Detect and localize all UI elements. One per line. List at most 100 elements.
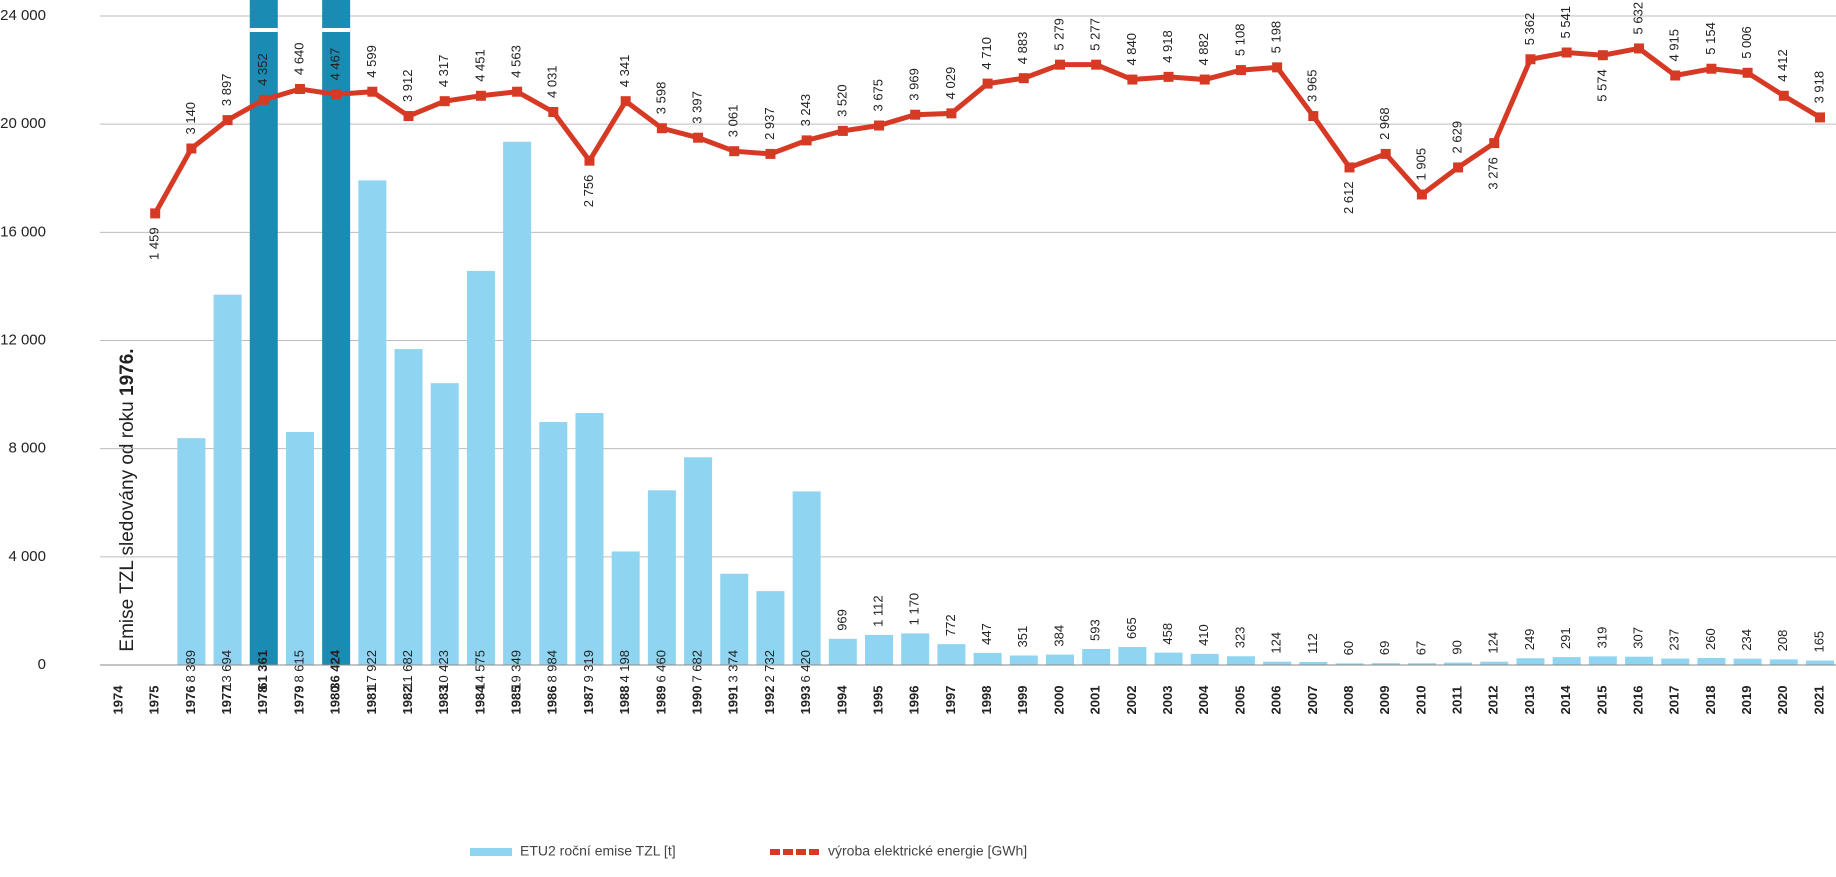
bar bbox=[720, 573, 749, 665]
bar bbox=[1625, 656, 1654, 665]
bar-value-label: 69 bbox=[1377, 641, 1392, 655]
bar-value-label: 4 198 bbox=[617, 650, 632, 683]
bar bbox=[466, 270, 495, 665]
x-tick-label: 1988 bbox=[617, 686, 632, 715]
bar-value-label: 3 374 bbox=[726, 650, 741, 683]
bar-value-label: 8 615 bbox=[291, 650, 306, 683]
x-tick-label: 2009 bbox=[1377, 686, 1392, 715]
x-tick-label: 1998 bbox=[979, 686, 994, 715]
line-marker bbox=[765, 148, 776, 159]
point-label: 3 912 bbox=[400, 70, 415, 103]
bar bbox=[901, 633, 930, 665]
bar-value-label: 237 bbox=[1667, 629, 1682, 651]
line-marker bbox=[1597, 50, 1608, 61]
line-marker bbox=[150, 208, 161, 219]
bar-value-label: 323 bbox=[1232, 627, 1247, 649]
point-label: 5 541 bbox=[1558, 6, 1573, 39]
point-label: 5 006 bbox=[1739, 26, 1754, 59]
point-label: 4 640 bbox=[291, 42, 306, 75]
bar bbox=[539, 422, 568, 665]
line-marker bbox=[403, 111, 414, 122]
point-label: 2 756 bbox=[581, 175, 596, 208]
bar bbox=[611, 551, 640, 665]
bar-value-label: 9 319 bbox=[581, 650, 596, 683]
y-tick-label: 8 000 bbox=[8, 440, 46, 457]
x-tick-label: 1978 bbox=[255, 686, 270, 715]
line-marker bbox=[439, 96, 450, 107]
bar-value-label: 10 423 bbox=[436, 650, 451, 690]
bar bbox=[1335, 663, 1364, 665]
line-marker bbox=[874, 120, 885, 131]
x-tick-label: 1983 bbox=[436, 686, 451, 715]
bar bbox=[1588, 656, 1617, 665]
bar bbox=[1407, 663, 1436, 665]
bar bbox=[828, 638, 857, 665]
line-marker bbox=[1742, 67, 1753, 78]
bar bbox=[865, 634, 894, 665]
point-label: 4 882 bbox=[1196, 33, 1211, 66]
bar bbox=[1154, 652, 1183, 665]
point-label: 4 883 bbox=[1015, 32, 1030, 65]
line-marker bbox=[1199, 74, 1210, 85]
bar bbox=[1009, 655, 1038, 665]
bar-value-label: 124 bbox=[1486, 632, 1501, 654]
line-marker bbox=[548, 106, 559, 117]
point-label: 4 341 bbox=[617, 55, 632, 88]
line-marker bbox=[1525, 54, 1536, 65]
x-tick-label: 1989 bbox=[653, 686, 668, 715]
line-marker bbox=[910, 109, 921, 120]
line-marker bbox=[1670, 70, 1681, 81]
line-marker bbox=[1706, 63, 1717, 74]
bar bbox=[358, 180, 387, 665]
line-marker bbox=[1054, 59, 1065, 70]
point-label: 3 598 bbox=[653, 82, 668, 115]
point-label: 3 276 bbox=[1486, 157, 1501, 190]
x-tick-label: 2011 bbox=[1450, 686, 1465, 714]
line-marker bbox=[1091, 59, 1102, 70]
bar-value-label: 60 bbox=[1341, 641, 1356, 655]
point-label: 2 968 bbox=[1377, 107, 1392, 140]
point-label: 4 029 bbox=[943, 67, 958, 100]
bar-value-label: 1 112 bbox=[870, 595, 885, 627]
point-label: 3 965 bbox=[1305, 70, 1320, 103]
bar bbox=[1045, 654, 1074, 665]
point-label: 4 412 bbox=[1775, 49, 1790, 82]
x-tick-label: 1990 bbox=[690, 686, 705, 715]
point-label: 4 451 bbox=[472, 49, 487, 82]
bar-value-label: 384 bbox=[1051, 625, 1066, 647]
x-tick-label: 2003 bbox=[1160, 686, 1175, 715]
bar-value-label: 772 bbox=[943, 614, 958, 636]
line-marker bbox=[1272, 62, 1283, 73]
point-label: 3 520 bbox=[834, 84, 849, 117]
y-tick-label: 20 000 bbox=[0, 115, 46, 132]
bar bbox=[1697, 657, 1726, 665]
bar bbox=[1190, 653, 1219, 665]
x-tick-label: 1981 bbox=[364, 686, 379, 715]
x-tick-label: 1984 bbox=[472, 685, 487, 715]
line-marker bbox=[1344, 162, 1355, 173]
x-tick-label: 1992 bbox=[762, 686, 777, 715]
x-tick-label: 1985 bbox=[509, 686, 524, 715]
point-label: 2 629 bbox=[1450, 121, 1465, 154]
point-label: 4 467 bbox=[328, 48, 343, 81]
point-label: 3 397 bbox=[690, 91, 705, 124]
line-marker bbox=[1416, 189, 1427, 200]
bar bbox=[1516, 658, 1545, 665]
x-tick-label: 2001 bbox=[1088, 686, 1103, 715]
line-marker bbox=[620, 96, 631, 107]
bar-value-label: 13 694 bbox=[219, 650, 234, 690]
bar bbox=[1371, 663, 1400, 665]
bar bbox=[1769, 659, 1798, 665]
bar-value-label: 593 bbox=[1088, 619, 1103, 641]
bar-value-label: 61 361 bbox=[255, 650, 270, 690]
bar bbox=[1082, 648, 1111, 665]
line-marker bbox=[801, 135, 812, 146]
point-label: 5 154 bbox=[1703, 22, 1718, 55]
bar-break bbox=[249, 28, 278, 32]
x-tick-label: 1982 bbox=[400, 686, 415, 715]
x-tick-label: 1996 bbox=[907, 686, 922, 715]
bar-value-label: 307 bbox=[1630, 627, 1645, 649]
bar-value-label: 319 bbox=[1594, 627, 1609, 649]
x-tick-label: 1974 bbox=[110, 685, 125, 715]
bar-value-label: 410 bbox=[1196, 624, 1211, 646]
